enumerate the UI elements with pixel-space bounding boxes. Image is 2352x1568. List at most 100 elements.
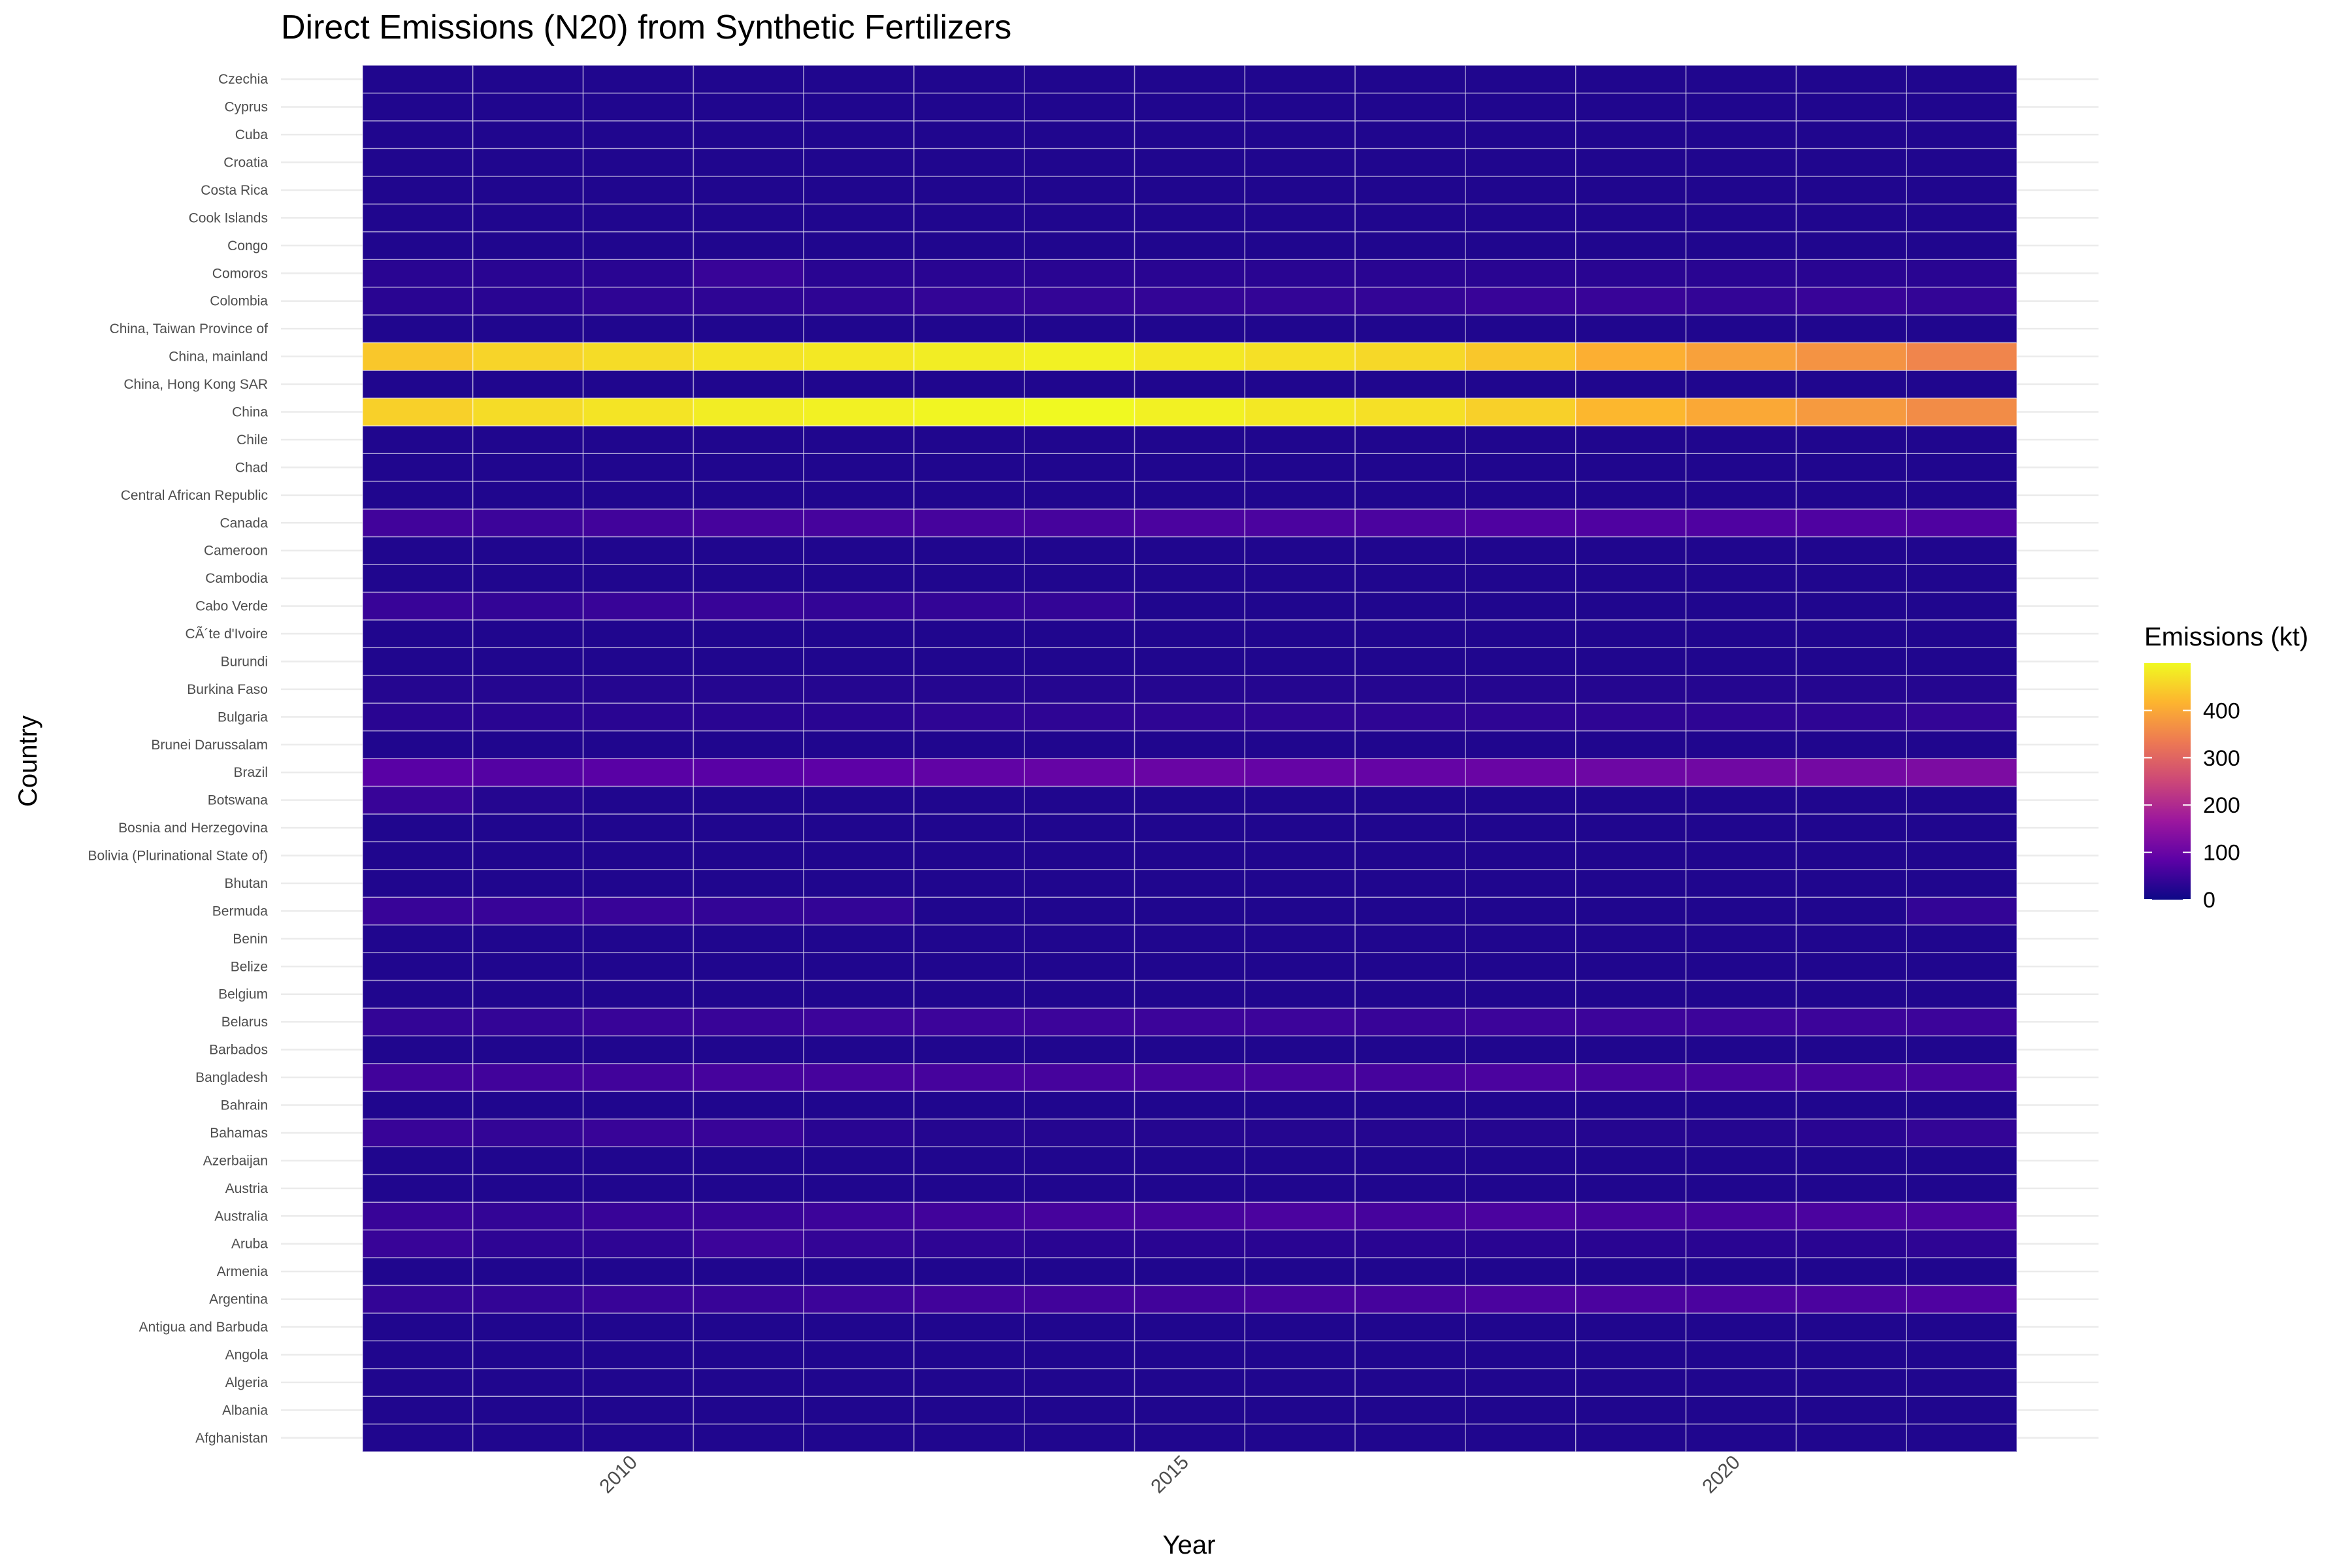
heatmap-cell xyxy=(1795,730,1907,759)
heatmap-cell xyxy=(472,952,584,981)
heatmap-cell xyxy=(1906,65,2017,94)
heatmap-cell xyxy=(1575,508,1687,538)
heatmap-cell xyxy=(472,1090,584,1120)
y-tick-label: China xyxy=(232,405,268,420)
y-tick-label: Albania xyxy=(222,1403,268,1418)
heatmap-cell xyxy=(362,1063,474,1092)
heatmap-cell xyxy=(1354,813,1466,843)
heatmap-cell xyxy=(1906,564,2017,593)
heatmap-cell xyxy=(913,203,1025,233)
x-tick-label: 2020 xyxy=(1698,1452,1744,1498)
heatmap-cell xyxy=(1024,1201,1135,1231)
heatmap-cell xyxy=(1134,591,1246,621)
heatmap-cell xyxy=(913,1313,1025,1342)
y-tick-label: Brunei Darussalam xyxy=(151,738,268,753)
heatmap-cell xyxy=(1244,536,1356,565)
heatmap-cell xyxy=(803,952,915,981)
heatmap-cell xyxy=(1795,785,1907,815)
heatmap-cell xyxy=(913,952,1025,981)
heatmap-cell xyxy=(913,1396,1025,1425)
heatmap-cell xyxy=(803,1118,915,1147)
heatmap-cell xyxy=(1795,1035,1907,1064)
y-tick-label: Afghanistan xyxy=(195,1431,268,1446)
heatmap-cell xyxy=(1244,286,1356,316)
heatmap-cell xyxy=(803,120,915,150)
y-tick-label: Australia xyxy=(214,1209,268,1224)
heatmap-cell xyxy=(1575,619,1687,649)
y-axis-title: Country xyxy=(14,715,42,807)
heatmap-cell xyxy=(472,1063,584,1092)
heatmap-cell xyxy=(803,564,915,593)
heatmap-cell xyxy=(693,702,805,732)
heatmap-cell xyxy=(1244,1173,1356,1203)
heatmap-cell xyxy=(1465,370,1576,399)
heatmap-cell xyxy=(693,924,805,953)
heatmap-cell xyxy=(582,1257,694,1286)
heatmap-cell xyxy=(1795,1423,1907,1452)
heatmap-cell xyxy=(582,1396,694,1425)
heatmap-cell xyxy=(1134,841,1246,870)
heatmap-cell xyxy=(1244,1007,1356,1037)
heatmap-cell xyxy=(362,619,474,649)
heatmap-cell xyxy=(1795,453,1907,482)
heatmap-cell xyxy=(1244,952,1356,981)
heatmap-cell xyxy=(1906,619,2017,649)
heatmap-cell xyxy=(1906,1313,2017,1342)
heatmap-cell xyxy=(1685,1173,1797,1203)
heatmap-cell xyxy=(1685,65,1797,94)
heatmap-cell xyxy=(1354,647,1466,676)
heatmap-cell xyxy=(1024,564,1135,593)
heatmap-cell xyxy=(1465,896,1576,926)
heatmap-cell xyxy=(472,758,584,787)
legend-tick-label: 300 xyxy=(2203,746,2240,771)
heatmap-cell xyxy=(1575,92,1687,122)
heatmap-cell xyxy=(582,1035,694,1064)
heatmap-cell xyxy=(1795,286,1907,316)
heatmap-cell xyxy=(1575,1396,1687,1425)
heatmap-cell xyxy=(1465,730,1576,759)
heatmap-cell xyxy=(1134,1090,1246,1120)
heatmap-cell xyxy=(1244,1367,1356,1397)
heatmap-cell xyxy=(803,92,915,122)
heatmap-cell xyxy=(362,65,474,94)
heatmap-cell xyxy=(913,1118,1025,1147)
heatmap-cell xyxy=(1244,813,1356,843)
heatmap-cell xyxy=(913,1201,1025,1231)
heatmap-cell xyxy=(472,508,584,538)
heatmap-cell xyxy=(1465,979,1576,1009)
heatmap-cell xyxy=(1354,120,1466,150)
heatmap-cell xyxy=(693,785,805,815)
heatmap-cell xyxy=(693,1118,805,1147)
heatmap-cell xyxy=(1575,813,1687,843)
heatmap-cell xyxy=(913,1340,1025,1369)
heatmap-cell xyxy=(472,896,584,926)
heatmap-cell xyxy=(1354,231,1466,260)
heatmap-cell xyxy=(1354,342,1466,371)
heatmap-cell xyxy=(803,702,915,732)
heatmap-cell xyxy=(582,92,694,122)
heatmap-cell xyxy=(1575,65,1687,94)
heatmap-cell xyxy=(1134,730,1246,759)
heatmap-cell xyxy=(1024,674,1135,704)
heatmap-cell xyxy=(472,979,584,1009)
heatmap-cell xyxy=(1906,785,2017,815)
heatmap-cell xyxy=(1795,148,1907,177)
heatmap-cell xyxy=(1685,1229,1797,1258)
heatmap-cell xyxy=(582,952,694,981)
heatmap-cell xyxy=(1795,979,1907,1009)
heatmap-cell xyxy=(362,674,474,704)
heatmap-cell xyxy=(472,647,584,676)
heatmap-cell xyxy=(472,120,584,150)
heatmap-cell xyxy=(913,591,1025,621)
heatmap-cell xyxy=(1906,1229,2017,1258)
heatmap-cell xyxy=(693,397,805,427)
heatmap-cell xyxy=(582,758,694,787)
heatmap-cell xyxy=(1575,480,1687,510)
heatmap-cell xyxy=(1685,813,1797,843)
heatmap-cell xyxy=(1906,1257,2017,1286)
y-tick-label: Colombia xyxy=(210,294,268,309)
heatmap-cell xyxy=(582,259,694,288)
y-tick-label: CÃ´te d'Ivoire xyxy=(185,626,268,642)
heatmap-cell xyxy=(1244,480,1356,510)
